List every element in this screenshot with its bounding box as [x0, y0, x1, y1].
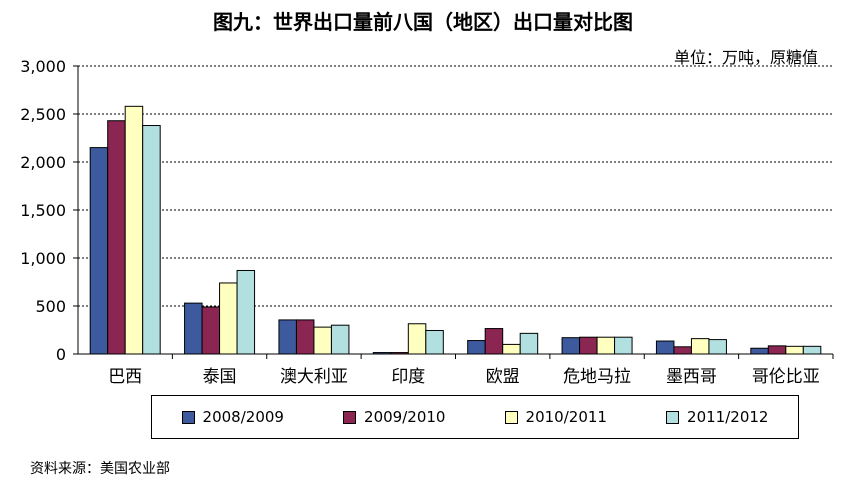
x-category-label: 印度 [391, 367, 425, 387]
legend-item: 2008/2009 [181, 408, 284, 426]
bar-2009-2010-1 [201, 306, 221, 355]
y-tick-label: 2,000 [20, 153, 66, 172]
bar-2008-2009-6 [655, 340, 675, 355]
y-tick-label: 500 [35, 297, 66, 316]
legend: 2008/2009 2009/2010 2010/2011 2011/2012 [151, 395, 799, 439]
bar-2010-2011-1 [219, 282, 238, 355]
bar-2010-2011-0 [124, 105, 144, 355]
legend-swatch [343, 410, 357, 424]
bar-2009-2010-2 [295, 319, 315, 355]
bar-chart: 0 500 1,000 1,500 2,000 2,500 3,000 巴西 泰国 澳大利亚 印度 欧… [20, 57, 834, 387]
bar-2011-2012-6 [708, 339, 727, 355]
legend-item: 2010/2011 [504, 408, 607, 426]
y-tick-label: 3,000 [20, 57, 66, 76]
legend-label: 2009/2010 [364, 408, 446, 426]
bar-2010-2011-6 [690, 338, 710, 355]
legend-label: 2011/2012 [687, 408, 769, 426]
bar-2010-2011-2 [313, 326, 332, 355]
bar-2011-2012-5 [614, 336, 633, 355]
chart-title: 图九：世界出口量前八国（地区）出口量对比图 [213, 10, 633, 34]
legend-label: 2008/2009 [202, 408, 284, 426]
legend-swatch [181, 410, 195, 424]
x-category-label: 澳大利亚 [280, 367, 348, 387]
bar-2011-2012-1 [236, 269, 256, 355]
bar-2009-2010-6 [673, 346, 692, 355]
bars [89, 105, 822, 355]
gridlines [78, 65, 833, 307]
legend-item: 2011/2012 [666, 408, 768, 426]
bar-2008-2009-4 [467, 340, 486, 355]
bar-2008-2009-2 [278, 319, 297, 355]
bar-2011-2012-3 [425, 329, 444, 355]
unit-label: 单位：万吨，原糖值 [673, 48, 818, 67]
bar-2008-2009-5 [561, 337, 581, 355]
axes [73, 65, 834, 359]
bar-2010-2011-7 [785, 345, 804, 355]
bar-2010-2011-5 [596, 336, 616, 355]
bar-2011-2012-0 [142, 125, 161, 355]
x-category-label: 欧盟 [486, 367, 520, 387]
bar-2009-2010-4 [484, 328, 504, 355]
legend-label: 2010/2011 [525, 408, 607, 426]
bar-2008-2009-1 [184, 302, 203, 355]
x-category-label: 危地马拉 [563, 367, 631, 387]
legend-swatch [666, 410, 680, 424]
y-tick-label: 0 [56, 345, 66, 364]
y-tick-label: 1,500 [20, 201, 66, 220]
bar-2010-2011-3 [407, 323, 427, 355]
bar-2008-2009-7 [750, 347, 769, 355]
bar-2011-2012-2 [330, 324, 350, 355]
legend-swatch [504, 410, 518, 424]
bar-2011-2012-7 [802, 345, 822, 355]
bar-2008-2009-0 [89, 147, 109, 355]
bar-2011-2012-4 [519, 332, 539, 355]
tick-labels: 0 500 1,000 1,500 2,000 2,500 3,000 巴西 泰国 澳大利亚 印度 欧… [20, 57, 820, 387]
bar-2009-2010-5 [579, 336, 598, 355]
x-category-label: 巴西 [108, 367, 142, 387]
source-note: 资料来源：美国农业部 [30, 461, 170, 477]
x-category-label: 哥伦比亚 [752, 367, 820, 387]
y-tick-label: 2,500 [20, 105, 66, 124]
bar-2010-2011-4 [502, 343, 521, 355]
x-category-label: 墨西哥 [666, 367, 717, 387]
legend-item: 2009/2010 [343, 408, 445, 426]
bar-2009-2010-0 [107, 120, 126, 355]
x-category-label: 泰国 [203, 367, 237, 387]
y-tick-label: 1,000 [20, 249, 66, 268]
bar-2009-2010-7 [767, 345, 787, 355]
